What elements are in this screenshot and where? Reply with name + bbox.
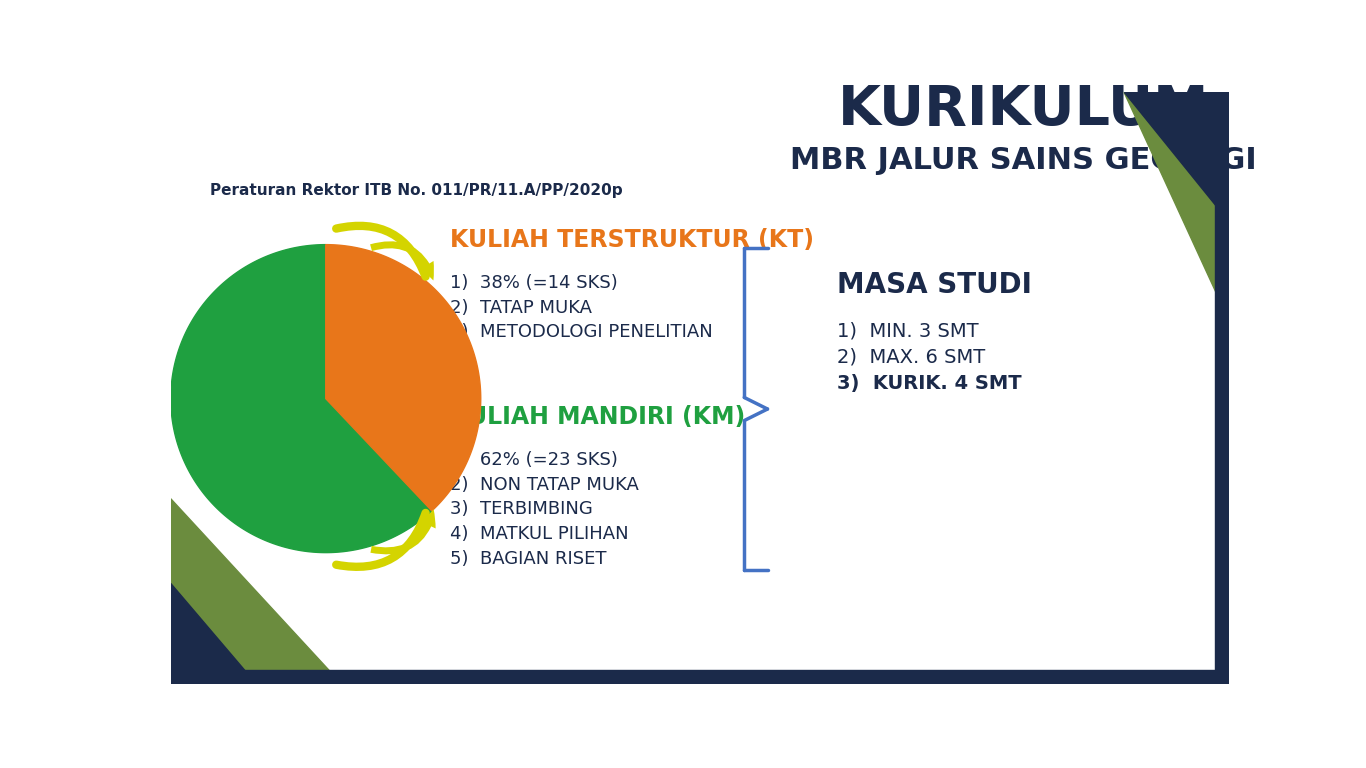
Text: Peraturan Rektor ITB No. 011/PR/11.A/PP/2020p: Peraturan Rektor ITB No. 011/PR/11.A/PP/… xyxy=(209,184,622,198)
Text: 2)  TATAP MUKA: 2) TATAP MUKA xyxy=(449,299,591,316)
Text: KURIKULUM: KURIKULUM xyxy=(837,83,1209,137)
Polygon shape xyxy=(1216,92,1229,684)
Polygon shape xyxy=(171,670,1229,684)
Text: 2)  NON TATAP MUKA: 2) NON TATAP MUKA xyxy=(449,475,639,494)
FancyArrowPatch shape xyxy=(370,241,434,280)
Text: 3)  METODOLOGI PENELITIAN: 3) METODOLOGI PENELITIAN xyxy=(449,323,713,341)
Text: 2)  MAX. 6 SMT: 2) MAX. 6 SMT xyxy=(837,348,985,367)
Text: 3)  KURIK. 4 SMT: 3) KURIK. 4 SMT xyxy=(837,374,1022,393)
Text: KULIAH TERSTRUKTUR (KT): KULIAH TERSTRUKTUR (KT) xyxy=(449,228,814,253)
Polygon shape xyxy=(171,245,432,553)
Text: 1)  MIN. 3 SMT: 1) MIN. 3 SMT xyxy=(837,322,979,341)
Polygon shape xyxy=(325,245,481,511)
FancyArrowPatch shape xyxy=(370,509,436,554)
Text: KULIAH MANDIRI (KM): KULIAH MANDIRI (KM) xyxy=(449,406,744,429)
Text: MASA STUDI: MASA STUDI xyxy=(837,270,1033,299)
FancyArrowPatch shape xyxy=(336,513,426,567)
Polygon shape xyxy=(1124,92,1229,322)
Text: 1)  62% (=23 SKS): 1) 62% (=23 SKS) xyxy=(449,451,617,469)
Polygon shape xyxy=(171,584,255,684)
Text: MBR JALUR SAINS GEOLOGI: MBR JALUR SAINS GEOLOGI xyxy=(790,147,1257,175)
Polygon shape xyxy=(171,498,342,684)
Text: 5)  BAGIAN RISET: 5) BAGIAN RISET xyxy=(449,550,607,568)
Text: 3)  TERBIMBING: 3) TERBIMBING xyxy=(449,500,593,518)
Text: 4)  MATKUL PILIHAN: 4) MATKUL PILIHAN xyxy=(449,525,628,543)
Polygon shape xyxy=(1124,92,1229,221)
FancyArrowPatch shape xyxy=(336,226,426,276)
Text: 1)  38% (=14 SKS): 1) 38% (=14 SKS) xyxy=(449,274,617,292)
